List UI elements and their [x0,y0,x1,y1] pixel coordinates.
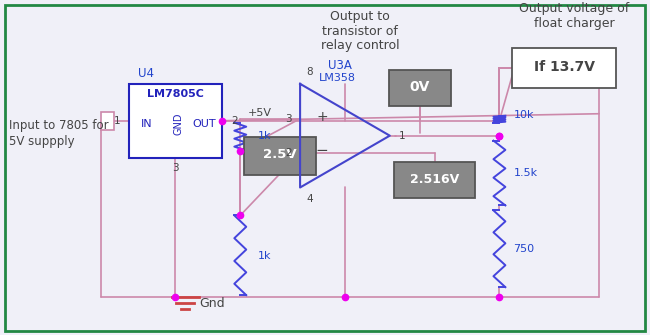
Text: LM7805C: LM7805C [147,89,204,99]
Text: −: − [316,143,328,158]
Text: float charger: float charger [534,16,614,29]
Text: Gnd: Gnd [200,296,225,310]
Text: 2.5V: 2.5V [263,148,297,161]
Text: 1k: 1k [258,251,272,261]
Text: 4: 4 [307,194,313,204]
Text: 5V suppply: 5V suppply [9,135,75,148]
FancyBboxPatch shape [512,48,616,88]
Text: 2: 2 [285,148,291,157]
Text: U4: U4 [138,67,153,80]
Text: OUT: OUT [192,119,216,129]
Text: 3: 3 [285,114,291,124]
Text: Output voltage of: Output voltage of [519,2,629,15]
Text: Output to: Output to [330,10,390,22]
FancyBboxPatch shape [101,112,114,130]
Text: U3A: U3A [328,59,352,72]
Text: 0V: 0V [410,80,430,94]
Text: 1: 1 [398,131,405,141]
Text: 750: 750 [514,244,534,254]
FancyBboxPatch shape [244,137,316,175]
Text: 2.516V: 2.516V [410,173,460,186]
Text: relay control: relay control [320,40,399,53]
Text: If 13.7V: If 13.7V [534,60,595,74]
Text: LM358: LM358 [318,73,356,83]
FancyBboxPatch shape [129,84,222,157]
Text: 1k: 1k [258,131,272,141]
Text: 2: 2 [231,116,238,126]
FancyBboxPatch shape [394,161,476,198]
Text: 3: 3 [172,162,179,173]
Text: Input to 7805 for: Input to 7805 for [9,119,109,132]
Text: IN: IN [141,119,152,129]
Text: 10k: 10k [514,110,534,120]
Text: 1: 1 [113,116,120,126]
Text: 8: 8 [307,67,313,77]
Text: +: + [316,110,328,124]
Text: transistor of: transistor of [322,24,398,38]
Text: GND: GND [174,113,183,135]
FancyBboxPatch shape [389,70,450,106]
Text: +5V: +5V [248,108,272,118]
Text: 1.5k: 1.5k [514,168,538,178]
